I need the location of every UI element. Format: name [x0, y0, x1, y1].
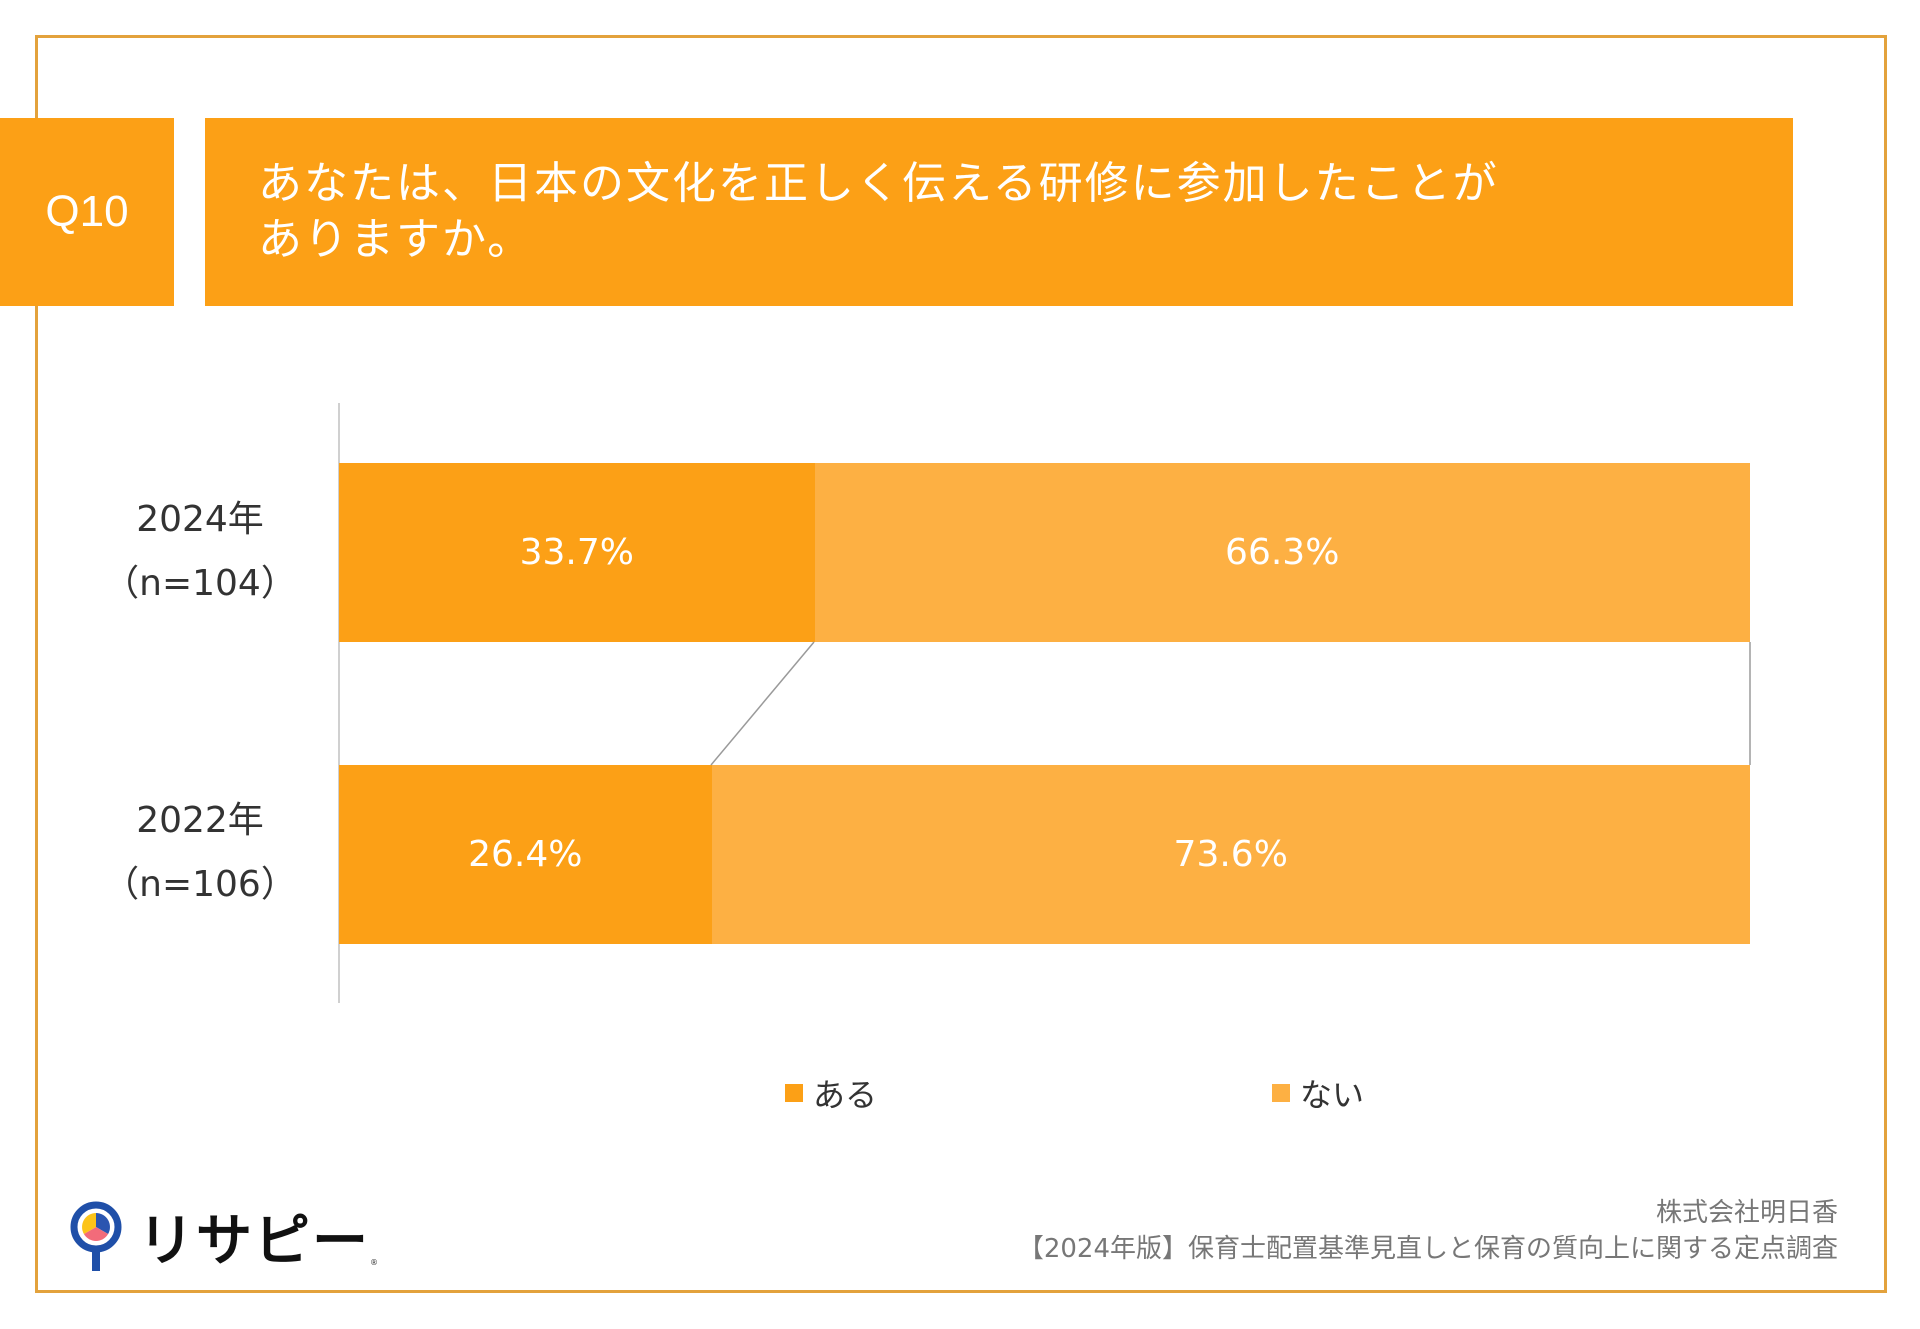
data-label: 73.6% [1173, 834, 1288, 875]
category-sample-size: （n=106） [103, 864, 297, 905]
bar-segment-yes: 26.4% [339, 765, 712, 944]
bar-2024: 33.7% 66.3% [339, 463, 1750, 642]
legend-label: ない [1300, 1076, 1365, 1114]
category-sample-size: （n=104） [103, 563, 297, 604]
legend-item-yes: ある [785, 1070, 877, 1116]
category-label-2024: 2024年 （n=104） [100, 488, 300, 616]
survey-title: 【2024年版】保育士配置基準見直しと保育の質向上に関する定点調査 [1017, 1234, 1838, 1264]
question-title-line-1: あなたは、日本の文化を正しく伝える研修に参加したことが [258, 158, 1499, 209]
bar-segment-yes: 33.7% [339, 463, 815, 642]
category-axis-line [338, 403, 340, 1003]
bar-segment-no: 73.6% [711, 765, 1750, 944]
company-name: 株式会社明日香 [1655, 1198, 1838, 1228]
category-year: 2022年 [136, 800, 264, 841]
registered-mark: ® [370, 1258, 378, 1267]
brand-logo: リサピー ® [68, 1196, 378, 1277]
legend-item-no: ない [1272, 1070, 1364, 1116]
category-label-2022: 2022年 （n=106） [100, 789, 300, 917]
brand-name: リサピー [138, 1209, 370, 1274]
pin-pie-icon [70, 1201, 122, 1271]
category-year: 2024年 [136, 499, 264, 540]
bar-segment-no: 66.3% [814, 463, 1750, 642]
legend-swatch-no [1272, 1084, 1290, 1102]
data-label: 33.7% [519, 532, 634, 573]
question-title-line-2: ありますか。 [258, 214, 534, 265]
legend-label: ある [813, 1076, 878, 1114]
data-label: 66.3% [1225, 532, 1340, 573]
question-number-badge: Q10 [0, 118, 174, 306]
bar-2022: 26.4% 73.6% [339, 765, 1750, 944]
legend-swatch-yes [785, 1084, 803, 1102]
question-title-box: あなたは、日本の文化を正しく伝える研修に参加したことが ありますか。 [205, 118, 1793, 306]
data-label: 26.4% [468, 834, 583, 875]
footer-credits: 株式会社明日香 【2024年版】保育士配置基準見直しと保育の質向上に関する定点調… [1018, 1195, 1838, 1267]
question-number: Q10 [45, 187, 129, 236]
chart-frame [35, 35, 1887, 1293]
